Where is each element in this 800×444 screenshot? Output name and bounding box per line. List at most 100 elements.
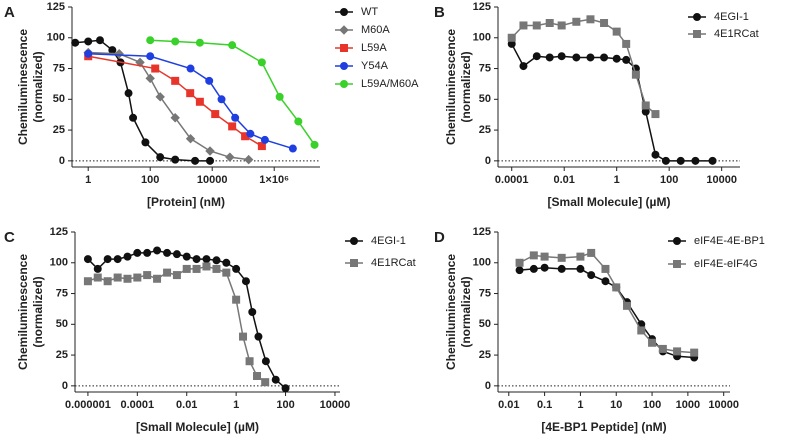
point: [693, 30, 701, 38]
y-tick-label: 25: [56, 349, 68, 361]
point: [185, 133, 196, 144]
legend-label: 4EGI-1: [714, 11, 749, 23]
point: [225, 152, 235, 162]
point: [658, 344, 667, 353]
point: [350, 259, 358, 267]
point: [182, 252, 191, 261]
point: [153, 246, 162, 255]
y-tick-label: 25: [479, 124, 491, 136]
point: [557, 253, 566, 262]
point: [129, 113, 138, 122]
x-tick-label: 0.1: [537, 399, 552, 411]
point: [103, 277, 112, 286]
y-tick-label: 100: [47, 32, 65, 44]
point: [612, 54, 621, 63]
point: [95, 36, 104, 45]
point: [557, 52, 566, 61]
point: [186, 89, 195, 98]
point: [155, 92, 165, 102]
point: [153, 274, 162, 283]
point: [271, 375, 280, 384]
fit-line: [150, 39, 316, 146]
point: [641, 101, 650, 110]
y-tick-label: 125: [473, 226, 491, 238]
point: [557, 21, 566, 30]
x-tick-label: 0.0001: [495, 174, 529, 186]
point: [545, 19, 554, 27]
fit-line: [88, 51, 249, 161]
x-tick-label: 10: [610, 399, 622, 411]
point: [186, 64, 195, 73]
point: [648, 338, 657, 347]
x-axis-label: [4E-BP1 Peptide] (nM): [541, 420, 666, 434]
point: [586, 15, 595, 24]
point: [192, 264, 201, 273]
point: [108, 46, 117, 55]
point: [600, 53, 609, 62]
point: [222, 258, 231, 267]
y-tick-label: 75: [56, 287, 68, 299]
y-tick-label: 75: [53, 62, 65, 74]
point: [254, 332, 263, 341]
point: [612, 27, 621, 36]
point: [228, 122, 237, 131]
point: [83, 277, 92, 286]
point: [202, 262, 211, 271]
point: [676, 156, 685, 165]
y-tick-label: 50: [53, 93, 65, 105]
point: [156, 153, 165, 162]
y-tick-label: 75: [479, 287, 491, 299]
y-axis-label: (normalized): [31, 51, 45, 122]
point: [211, 110, 220, 119]
point: [205, 146, 215, 156]
legend-label: M60A: [361, 24, 390, 36]
point: [507, 33, 516, 42]
y-tick-label: 125: [473, 1, 491, 13]
x-tick-label: 1000: [676, 399, 700, 411]
x-tick-label: 10000: [197, 174, 228, 186]
legend-label: eIF4E-4E-BP1: [694, 235, 765, 247]
point: [651, 110, 660, 119]
y-axis-label: (normalized): [459, 276, 473, 347]
point: [690, 348, 699, 357]
point: [691, 156, 700, 165]
point: [123, 252, 132, 261]
point: [245, 357, 254, 366]
legend-label: 4E1RCat: [371, 257, 416, 269]
x-tick-label: 100: [643, 399, 661, 411]
point: [191, 156, 200, 165]
point: [601, 277, 610, 286]
x-tick-label: 10000: [320, 399, 351, 411]
y-axis-label: Chemiluminescence: [16, 29, 30, 145]
point: [587, 248, 596, 257]
x-tick-label: 100: [141, 174, 159, 186]
point: [275, 92, 284, 101]
point: [545, 53, 554, 62]
point: [576, 252, 585, 261]
y-tick-label: 100: [50, 257, 68, 269]
y-axis-label: Chemiluminescence: [444, 29, 458, 145]
y-tick-label: 0: [485, 155, 491, 167]
point: [601, 264, 610, 273]
point: [532, 52, 541, 61]
fit-line: [511, 43, 713, 162]
point: [515, 266, 524, 275]
point: [248, 308, 257, 316]
legend-label: eIF4E-eIF4G: [694, 258, 758, 270]
point: [84, 49, 93, 58]
point: [519, 21, 528, 30]
point: [246, 129, 255, 138]
point: [231, 113, 240, 122]
x-axis-label: [Small Molecule] (µM): [548, 195, 671, 209]
y-tick-label: 0: [62, 380, 68, 392]
x-tick-label: 0.0001: [120, 399, 154, 411]
x-axis-label: [Small Molecule] (µM): [136, 420, 259, 434]
point: [340, 8, 348, 16]
panel-label: A: [4, 4, 15, 21]
point: [145, 73, 155, 84]
y-tick-label: 50: [479, 93, 491, 105]
point: [151, 64, 160, 73]
legend-label: 4EGI-1: [371, 235, 406, 247]
point: [212, 264, 221, 273]
point: [123, 274, 132, 283]
